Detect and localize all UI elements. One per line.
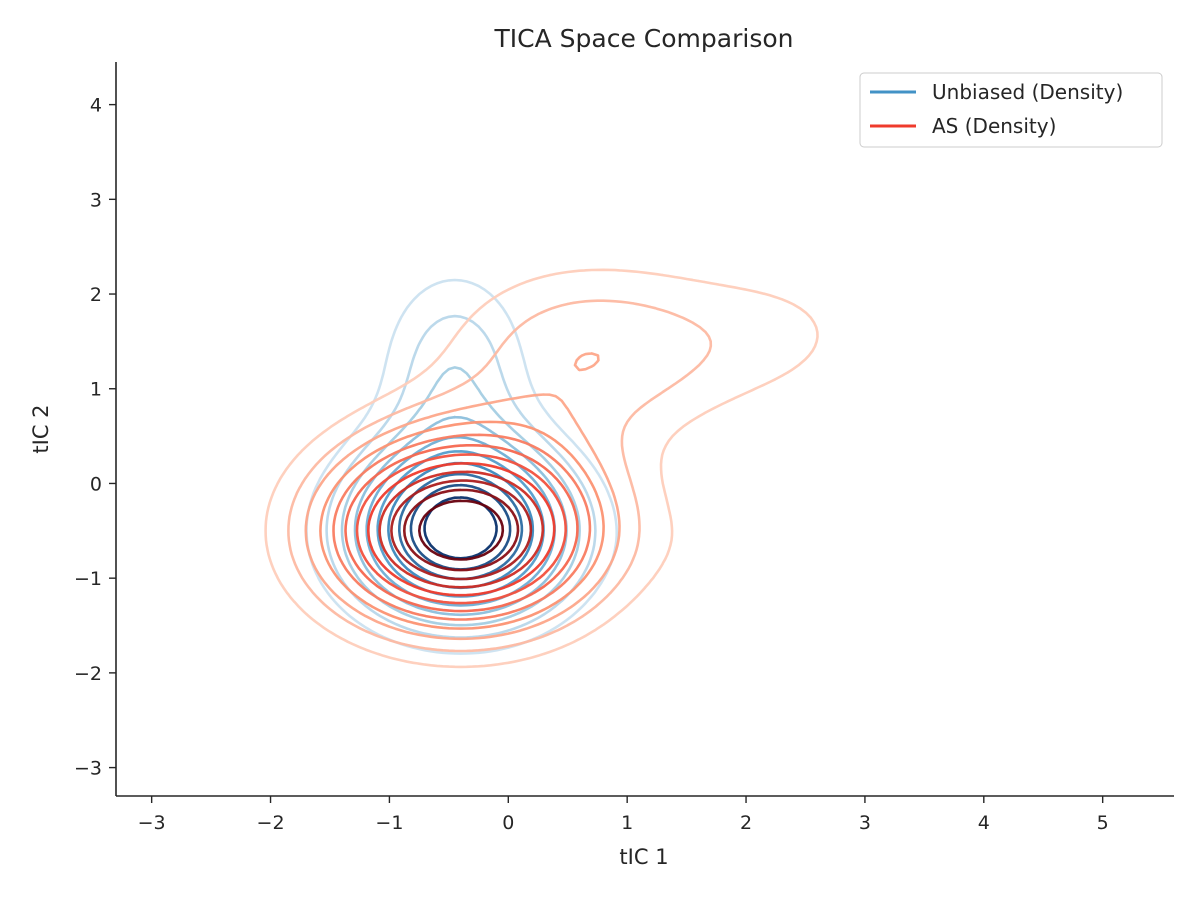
y-tick-label: 3 (90, 189, 102, 211)
contour-layer (264, 268, 819, 669)
contour-level (332, 433, 592, 621)
y-tick-label: 4 (90, 95, 102, 117)
y-tick-label: −2 (74, 663, 102, 685)
contour-level (319, 420, 605, 630)
legend-label-unbiased: Unbiased (Density) (932, 80, 1123, 104)
contour-level (304, 352, 621, 641)
x-tick-label: 5 (1097, 812, 1109, 834)
contour-level (378, 470, 545, 589)
contour-level (287, 299, 713, 653)
contour-level (390, 479, 533, 581)
contour-level (367, 462, 556, 597)
legend-label-as: AS (Density) (932, 114, 1056, 138)
x-tick-label: −2 (257, 812, 285, 834)
contour-level (264, 268, 819, 669)
y-tick-label: −1 (74, 568, 102, 590)
contour-level (418, 499, 505, 561)
chart-title: TICA Space Comparison (494, 24, 794, 53)
x-tick-label: −1 (375, 812, 403, 834)
y-tick-label: 2 (90, 284, 102, 306)
legend-box (859, 72, 1163, 148)
contour-level (325, 314, 597, 639)
x-tick-label: −3 (138, 812, 166, 834)
x-axis-label: tIC 1 (619, 845, 668, 869)
contour-series-as (264, 268, 819, 669)
x-tick-label: 3 (859, 812, 871, 834)
x-tick-label: 1 (621, 812, 633, 834)
x-tick-label: 4 (978, 812, 990, 834)
x-tick-label: 0 (502, 812, 514, 834)
contour-level (355, 453, 567, 605)
x-ticks: −3 −2 −1 0 1 2 3 4 5 (138, 796, 1109, 834)
legend: Unbiased (Density) AS (Density) (859, 72, 1163, 148)
y-axis-label: tIC 2 (29, 404, 53, 453)
y-tick-label: 0 (90, 473, 102, 495)
contour-level (344, 444, 579, 613)
contour-level (403, 488, 520, 572)
x-tick-label: 2 (740, 812, 752, 834)
y-tick-label: 1 (90, 379, 102, 401)
y-ticks: −3 −2 −1 0 1 2 3 4 (74, 95, 116, 780)
y-tick-label: −3 (74, 758, 102, 780)
